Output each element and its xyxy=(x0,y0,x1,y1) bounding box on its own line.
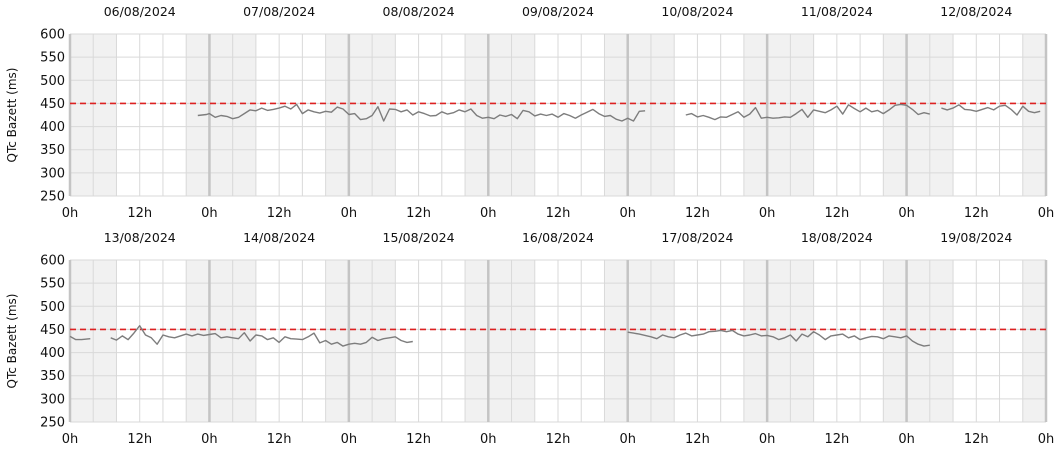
x-tick-label: 12h xyxy=(546,432,571,447)
x-tick-label: 0h xyxy=(898,432,915,447)
day-label: 08/08/2024 xyxy=(383,4,455,19)
y-tick-label: 350 xyxy=(40,143,65,158)
x-tick-label: 0h xyxy=(341,432,358,447)
y-axis-label: QTc Bazett (ms) xyxy=(5,294,19,389)
day-label: 16/08/2024 xyxy=(522,230,594,245)
x-tick-label: 0h xyxy=(62,432,79,447)
night-band xyxy=(186,260,256,422)
day-label: 17/08/2024 xyxy=(661,230,733,245)
x-tick-label: 0h xyxy=(480,432,497,447)
y-tick-label: 400 xyxy=(40,346,65,361)
qtc-series-line xyxy=(941,104,1041,116)
qtc-panel-week-2: 250 300 350 400 450 500 550 600 0h 12h 0h 12h 0h 12h 0… xyxy=(5,230,1054,447)
x-tick-label: 0h xyxy=(62,206,79,221)
x-tick-label: 0h xyxy=(1038,432,1055,447)
x-tick-label: 12h xyxy=(964,432,989,447)
x-tick-label: 0h xyxy=(1038,206,1055,221)
day-label: 15/08/2024 xyxy=(383,230,455,245)
night-band xyxy=(743,260,814,422)
x-tick-label: 12h xyxy=(267,206,292,221)
x-tick-label: 12h xyxy=(127,206,152,221)
y-tick-label: 600 xyxy=(40,254,65,269)
x-tick-label: 12h xyxy=(127,432,152,447)
x-tick-label: 12h xyxy=(685,206,710,221)
night-band xyxy=(604,260,675,422)
qtc-series-line xyxy=(685,103,930,121)
night-band xyxy=(465,260,535,422)
x-tick-label: 0h xyxy=(619,432,636,447)
x-tick-label: 12h xyxy=(546,206,571,221)
x-tick-label: 12h xyxy=(824,206,849,221)
x-tick-label: 0h xyxy=(759,432,776,447)
x-tick-label: 0h xyxy=(201,432,218,447)
y-tick-label: 400 xyxy=(40,120,65,135)
y-axis-label: QTc Bazett (ms) xyxy=(5,68,19,163)
day-label: 19/08/2024 xyxy=(940,230,1012,245)
night-band xyxy=(325,34,396,196)
y-tick-label: 350 xyxy=(40,369,65,384)
qtc-series-line xyxy=(110,325,413,347)
day-label: 10/08/2024 xyxy=(661,4,733,19)
night-band xyxy=(325,260,396,422)
qtc-series-line xyxy=(627,329,930,347)
x-tick-label: 0h xyxy=(480,206,497,221)
y-tick-label: 550 xyxy=(40,277,65,292)
qtc-series-line xyxy=(69,335,91,341)
y-tick-label: 550 xyxy=(40,51,65,66)
day-label: 11/08/2024 xyxy=(801,4,873,19)
night-band xyxy=(743,34,814,196)
night-band xyxy=(1022,34,1046,196)
y-tick-label: 300 xyxy=(40,392,65,407)
day-label: 09/08/2024 xyxy=(522,4,594,19)
day-label: 14/08/2024 xyxy=(243,230,315,245)
y-tick-label: 600 xyxy=(40,28,65,43)
y-tick-label: 450 xyxy=(40,323,65,338)
y-tick-label: 500 xyxy=(40,300,65,315)
x-tick-label: 0h xyxy=(759,206,776,221)
x-tick-label: 12h xyxy=(685,432,710,447)
x-tick-label: 12h xyxy=(824,432,849,447)
night-band xyxy=(1022,260,1046,422)
night-band xyxy=(883,260,954,422)
qtc-panel-week-1: 250 300 350 400 450 500 550 600 0h 12h 0h 12h 0h 12h 0… xyxy=(5,4,1054,221)
day-label: 13/08/2024 xyxy=(104,230,176,245)
x-tick-label: 12h xyxy=(964,206,989,221)
day-label: 07/08/2024 xyxy=(243,4,315,19)
y-tick-label: 300 xyxy=(40,166,65,181)
night-band xyxy=(604,34,675,196)
day-label: 12/08/2024 xyxy=(940,4,1012,19)
day-label: 18/08/2024 xyxy=(801,230,873,245)
x-tick-label: 0h xyxy=(341,206,358,221)
x-tick-label: 12h xyxy=(406,206,431,221)
x-tick-label: 12h xyxy=(406,432,431,447)
x-tick-label: 12h xyxy=(267,432,292,447)
day-label: 06/08/2024 xyxy=(104,4,176,19)
x-tick-label: 0h xyxy=(898,206,915,221)
y-tick-label: 450 xyxy=(40,97,65,112)
x-tick-label: 0h xyxy=(619,206,636,221)
qtc-series-line xyxy=(197,103,646,122)
y-tick-label: 250 xyxy=(40,190,65,205)
y-tick-label: 500 xyxy=(40,74,65,89)
y-tick-label: 250 xyxy=(40,416,65,431)
x-tick-label: 0h xyxy=(201,206,218,221)
